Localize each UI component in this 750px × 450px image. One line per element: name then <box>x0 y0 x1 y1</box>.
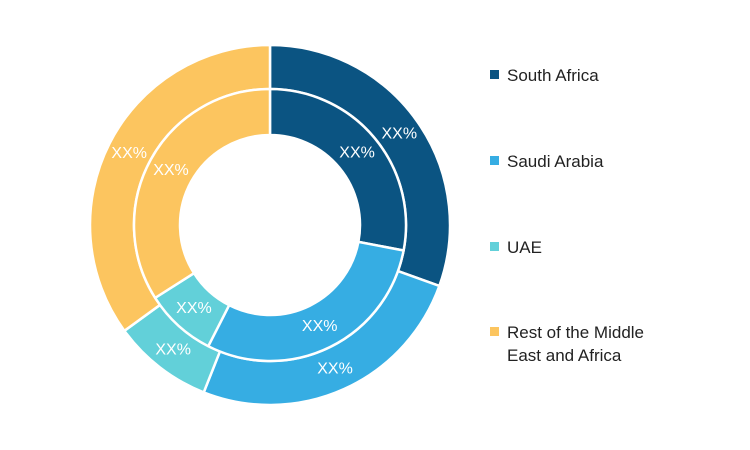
outer-label-uae: XX% <box>155 341 191 358</box>
legend-swatch-saudi-arabia <box>490 156 499 165</box>
legend-item-south-africa: South Africa <box>490 64 657 87</box>
legend-item-uae: UAE <box>490 236 657 259</box>
legend-label-south-africa: South Africa <box>507 66 599 85</box>
inner-slice-rest-of-mea <box>132 87 272 300</box>
legend-label-uae: UAE <box>507 238 542 257</box>
legend-swatch-south-africa <box>490 70 499 79</box>
outer-label-saudi-arabia: XX% <box>317 361 353 378</box>
inner-label-uae: XX% <box>176 300 212 317</box>
legend-label-rest-of-mea: Rest of the Middle East and Africa <box>507 323 645 365</box>
inner-label-saudi-arabia: XX% <box>302 318 338 335</box>
inner-label-rest-of-mea: XX% <box>153 162 189 179</box>
inner-label-south-africa: XX% <box>339 144 375 161</box>
legend-item-rest-of-mea: Rest of the Middle East and Africa <box>490 321 657 367</box>
legend-swatch-rest-of-mea <box>490 327 499 336</box>
outer-label-south-africa: XX% <box>381 126 417 143</box>
legend-label-saudi-arabia: Saudi Arabia <box>507 152 604 171</box>
legend-item-saudi-arabia: Saudi Arabia <box>490 150 657 173</box>
legend-swatch-uae <box>490 242 499 251</box>
outer-label-rest-of-mea: XX% <box>111 145 147 162</box>
